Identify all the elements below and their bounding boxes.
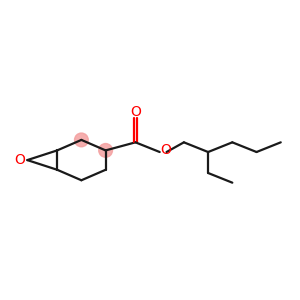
Text: O: O (14, 153, 25, 167)
Circle shape (74, 133, 88, 147)
Text: O: O (161, 142, 172, 157)
Circle shape (99, 143, 112, 157)
Text: O: O (130, 105, 141, 119)
